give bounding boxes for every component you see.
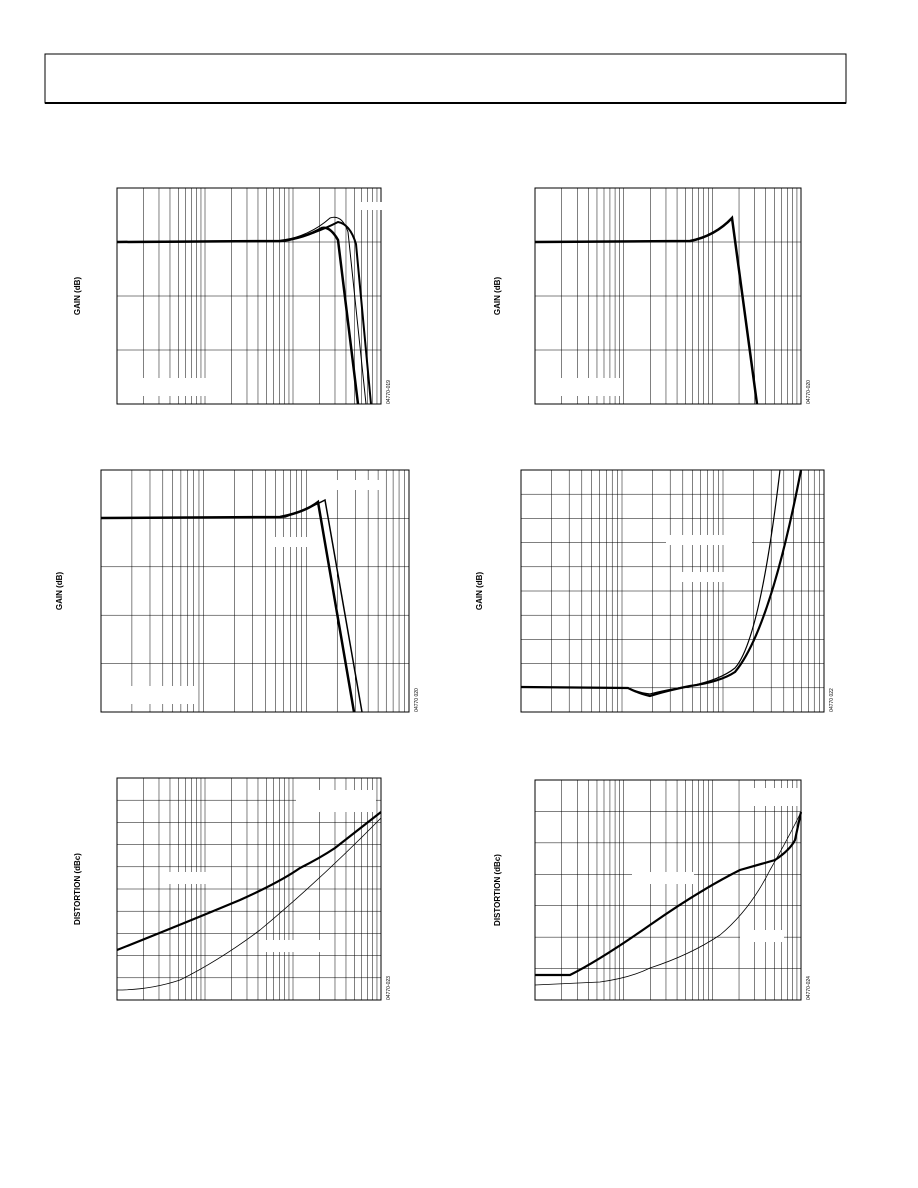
plot — [116, 777, 382, 1001]
curves — [100, 202, 803, 991]
plot-frame — [116, 187, 382, 405]
y-axis-label: GAIN (dB) — [55, 572, 64, 611]
figure-code: 04770 022 — [829, 688, 835, 712]
y-axis-label: GAIN (dB) — [73, 277, 82, 316]
plot-frame — [534, 187, 802, 405]
y-axis-label: DISTORTION (dBc) — [73, 853, 82, 925]
plot-frame — [534, 779, 802, 1001]
y-axis-label: GAIN (dB) — [493, 277, 502, 316]
figure-code: 04770-020 — [806, 380, 812, 404]
plot-frame — [100, 469, 410, 713]
plot-frame — [520, 469, 825, 713]
plot — [534, 779, 802, 1001]
plot — [520, 469, 825, 713]
figure-code: 04770-023 — [386, 976, 392, 1000]
figure-code: 04770-019 — [386, 380, 392, 404]
header-box — [44, 53, 847, 104]
y-axis-label: GAIN (dB) — [475, 572, 484, 611]
labels: GAIN (dB) 04770-019 GAIN (dB) 04770-020 GAIN… — [55, 277, 835, 1000]
figure-code: 04770-024 — [806, 976, 812, 1000]
plot — [534, 187, 802, 405]
plot — [100, 469, 410, 713]
y-axis-label: DISTORTION (dBc) — [493, 854, 502, 926]
figure-code: 04770 020 — [414, 688, 420, 712]
plot-frame — [116, 777, 382, 1001]
